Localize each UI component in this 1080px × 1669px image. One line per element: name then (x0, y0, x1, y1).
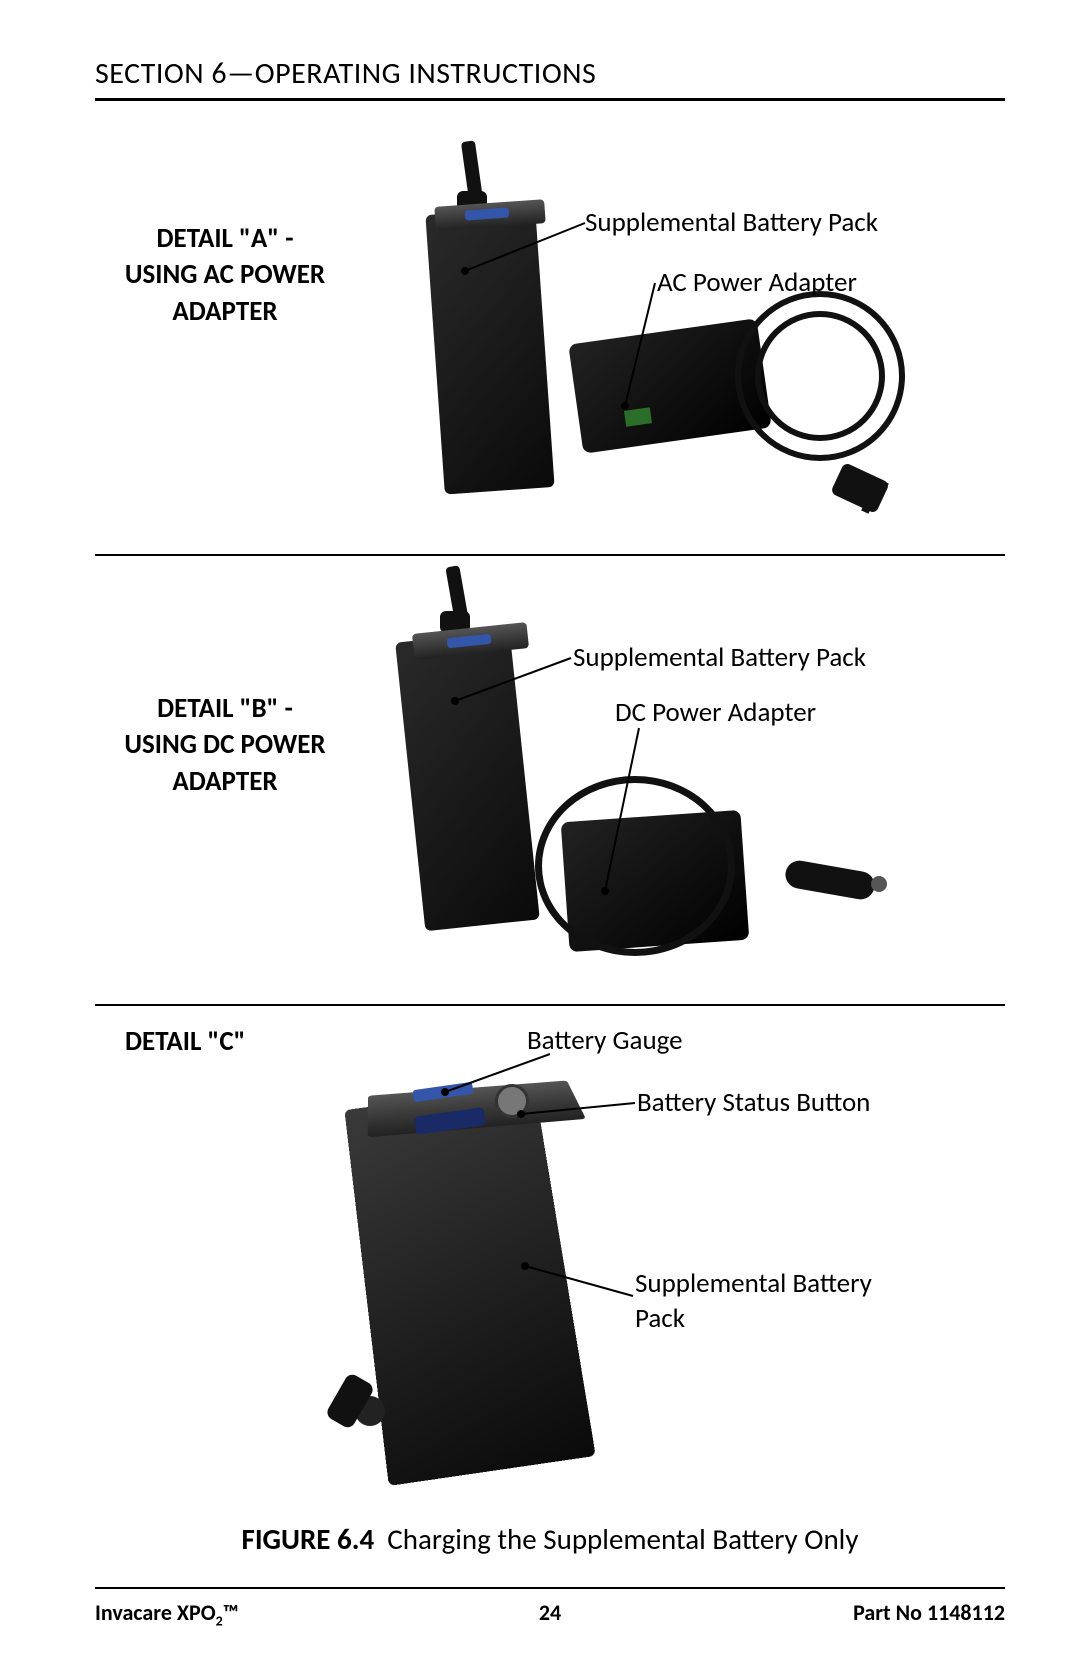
callout-c-gauge: Battery Gauge (527, 1024, 683, 1057)
footer-page-number: 24 (95, 1599, 1005, 1626)
callout-b-battery: Supplemental Battery Pack (573, 641, 866, 674)
detail-c-label: DETAIL "C" (125, 1024, 246, 1060)
illustration-c (325, 1046, 645, 1486)
panel-detail-b: DETAIL "B" -USING DC POWERADAPTER Supple… (95, 556, 1005, 1006)
callout-b-adapter: DC Power Adapter (615, 696, 816, 729)
figure-caption: FIGURE 6.4 Charging the Supplemental Bat… (95, 1521, 1005, 1557)
callout-a-adapter: AC Power Adapter (657, 266, 857, 299)
section-header: SECTION 6—OPERATING INSTRUCTIONS (95, 55, 1005, 101)
figure-number: FIGURE 6.4 (242, 1521, 375, 1557)
illustration-b (355, 566, 975, 996)
callout-c-pack: Supplemental BatteryPack (635, 1266, 872, 1336)
figure-title: Charging the Supplemental Battery Only (387, 1521, 858, 1557)
panel-detail-a: DETAIL "A" -USING AC POWERADAPTER Supple… (95, 131, 1005, 556)
panel-detail-c: DETAIL "C" Battery Gauge Battery Status … (95, 1006, 1005, 1506)
callout-a-battery: Supplemental Battery Pack (585, 206, 878, 239)
callout-c-button: Battery Status Button (637, 1086, 870, 1119)
detail-a-label: DETAIL "A" -USING AC POWERADAPTER (95, 221, 355, 330)
page: SECTION 6—OPERATING INSTRUCTIONS DETAIL … (0, 0, 1080, 1669)
illustration-a (365, 141, 925, 541)
page-footer: Invacare XPO2™ 24 Part No 1148112 (95, 1587, 1005, 1629)
detail-b-label: DETAIL "B" -USING DC POWERADAPTER (95, 691, 355, 800)
